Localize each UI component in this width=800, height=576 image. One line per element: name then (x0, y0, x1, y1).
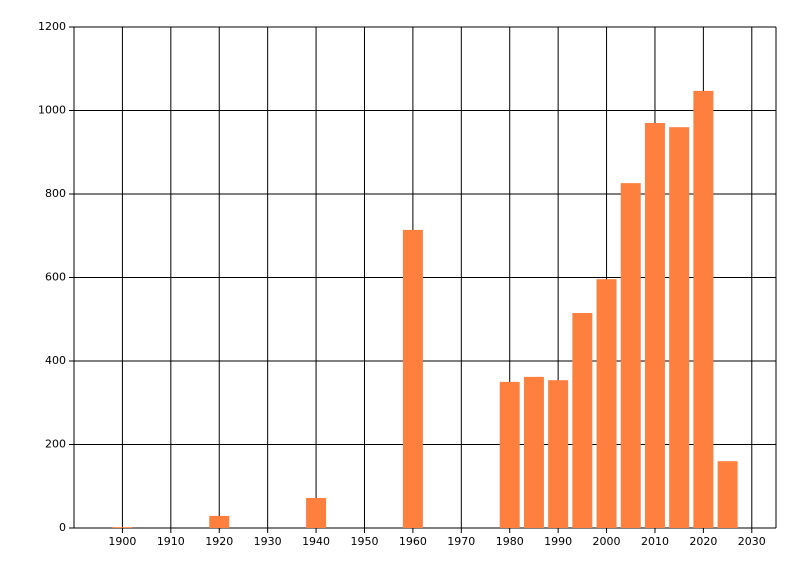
bar (596, 279, 617, 528)
bar (620, 183, 641, 528)
bar (548, 380, 569, 528)
x-tick-label: 2020 (689, 535, 717, 548)
x-tick-label: 1900 (108, 535, 136, 548)
bar (644, 123, 665, 529)
y-tick-label: 200 (45, 438, 66, 451)
y-tick-label: 600 (45, 271, 66, 284)
x-tick-label: 1950 (350, 535, 378, 548)
y-tick-label: 800 (45, 187, 66, 200)
bar (523, 376, 544, 528)
bar (306, 497, 327, 528)
x-tick-label: 1920 (205, 535, 233, 548)
bar (209, 515, 230, 528)
x-tick-label: 1970 (447, 535, 475, 548)
bar (402, 229, 423, 528)
y-tick-label: 1000 (38, 104, 66, 117)
x-tick-label: 2030 (738, 535, 766, 548)
x-tick-label: 2000 (593, 535, 621, 548)
x-tick-label: 1910 (157, 535, 185, 548)
bar (669, 127, 690, 528)
y-tick-label: 400 (45, 354, 66, 367)
bar (112, 527, 133, 528)
x-tick-label: 1980 (496, 535, 524, 548)
y-tick-label: 0 (59, 521, 66, 534)
x-tick-label: 1960 (399, 535, 427, 548)
x-tick-label: 1940 (302, 535, 330, 548)
bar (693, 90, 714, 528)
bar (717, 461, 738, 528)
bar (572, 312, 593, 528)
x-tick-label: 1990 (544, 535, 572, 548)
x-tick-label: 2010 (641, 535, 669, 548)
bar (499, 381, 520, 528)
x-tick-label: 1930 (254, 535, 282, 548)
y-tick-label: 1200 (38, 20, 66, 33)
